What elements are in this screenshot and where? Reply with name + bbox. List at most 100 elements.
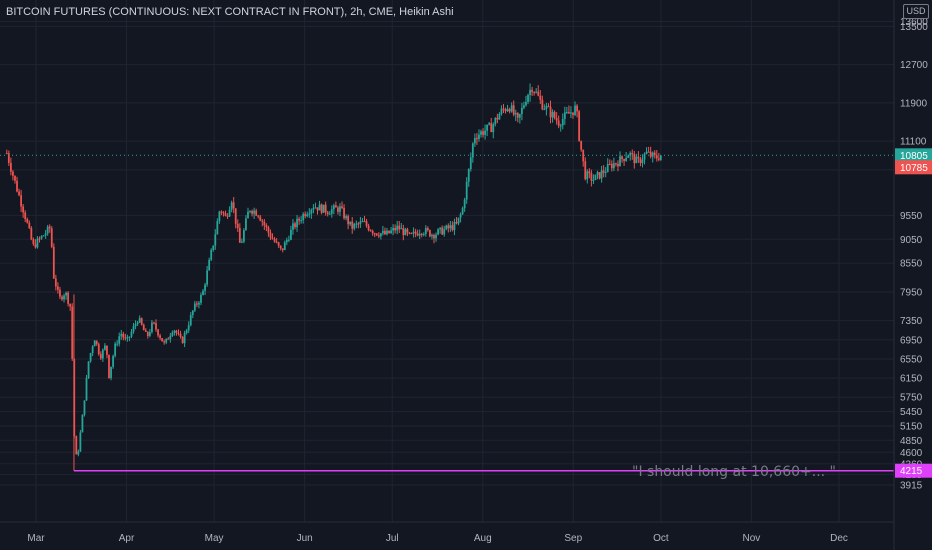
candle-body <box>500 108 503 115</box>
candle-body <box>337 207 339 212</box>
candle-body <box>114 343 117 356</box>
candle-body <box>433 234 435 239</box>
candle-body <box>490 123 493 133</box>
candle-body <box>71 306 74 359</box>
candle-body <box>210 249 213 260</box>
candle-body <box>612 163 615 169</box>
candle-body <box>175 330 178 334</box>
candle-body <box>604 171 607 173</box>
candlestick-series <box>5 83 662 471</box>
candle-body <box>641 159 644 164</box>
candle-body <box>561 118 564 126</box>
candle-body <box>351 221 354 229</box>
time-axis[interactable]: Mar Apr May Jun Jul Aug Sep Oct Nov Dec <box>27 533 848 544</box>
candle-body <box>304 213 307 217</box>
candle-body <box>390 230 392 234</box>
candle-body <box>214 234 217 246</box>
candle-body <box>101 349 104 359</box>
candle-body <box>249 210 251 212</box>
price-axis[interactable]: 3915413543604600485051505450575061506550… <box>900 17 928 492</box>
candle-body <box>330 209 333 214</box>
candle-body <box>46 226 49 234</box>
candle-body <box>324 204 327 213</box>
x-tick-label: Apr <box>119 533 135 544</box>
candle-body <box>570 112 572 114</box>
candle-body <box>271 237 274 240</box>
candle-body <box>218 211 221 222</box>
candle-body <box>118 336 121 344</box>
candle-body <box>343 207 345 219</box>
y-tick-label: 5450 <box>900 407 923 418</box>
candle-body <box>222 212 225 214</box>
candle-body <box>216 221 219 235</box>
candle-body <box>388 230 390 234</box>
candle-body <box>568 112 570 114</box>
candle-body <box>9 162 12 172</box>
candle-body <box>424 228 427 234</box>
candle-body <box>95 340 98 345</box>
candle-body <box>277 242 280 246</box>
candle-body <box>22 206 25 213</box>
candle-body <box>400 228 403 230</box>
x-tick-label: Mar <box>27 533 45 544</box>
candle-body <box>253 210 256 214</box>
candle-body <box>496 117 499 120</box>
candle-body <box>61 296 63 300</box>
candle-body <box>204 284 206 291</box>
candle-body <box>322 204 325 213</box>
candle-body <box>365 221 368 226</box>
candle-body <box>439 227 442 230</box>
candle-body <box>91 346 94 354</box>
candle-body <box>476 138 478 140</box>
candle-body <box>602 170 605 173</box>
candle-body <box>24 212 27 220</box>
x-tick-label: Jul <box>386 533 399 544</box>
candle-body <box>232 202 235 209</box>
candle-body <box>467 169 470 182</box>
candle-body <box>353 223 356 229</box>
candle-body <box>148 331 151 336</box>
candle-body <box>124 337 127 339</box>
candle-body <box>578 111 581 141</box>
y-tick-label: 13600 <box>900 17 928 28</box>
candle-body <box>20 195 23 207</box>
candle-body <box>551 111 554 118</box>
candle-body <box>369 230 372 232</box>
y-tick-label: 4600 <box>900 448 923 459</box>
candle-body <box>161 338 164 342</box>
candle-body <box>478 134 480 139</box>
candle-body <box>518 114 521 118</box>
candle-body <box>629 152 632 156</box>
candle-body <box>486 124 489 131</box>
currency-button[interactable]: USD <box>903 4 929 19</box>
candle-body <box>191 310 194 316</box>
candle-body <box>183 333 186 344</box>
candle-body <box>465 181 468 200</box>
candle-body <box>598 172 601 179</box>
candle-body <box>89 353 92 362</box>
x-tick-label: Jun <box>297 533 313 544</box>
candle-body <box>7 153 10 163</box>
candle-body <box>69 303 72 307</box>
candle-body <box>48 226 51 229</box>
candle-body <box>116 343 119 345</box>
candle-body <box>226 215 229 217</box>
candle-body <box>212 245 215 250</box>
candle-body <box>459 214 462 218</box>
candle-body <box>87 361 90 378</box>
y-tick-label: 4850 <box>900 436 923 447</box>
candle-body <box>44 233 47 236</box>
candle-body <box>85 377 88 401</box>
candle-body <box>320 204 323 213</box>
candle-body <box>110 366 112 379</box>
candle-body <box>40 235 43 239</box>
candle-body <box>306 214 309 217</box>
candle-body <box>300 220 303 222</box>
candle-body <box>281 248 284 251</box>
candle-body <box>588 171 591 174</box>
candle-body <box>16 180 18 192</box>
candle-body <box>653 152 656 156</box>
candle-body <box>173 330 176 333</box>
